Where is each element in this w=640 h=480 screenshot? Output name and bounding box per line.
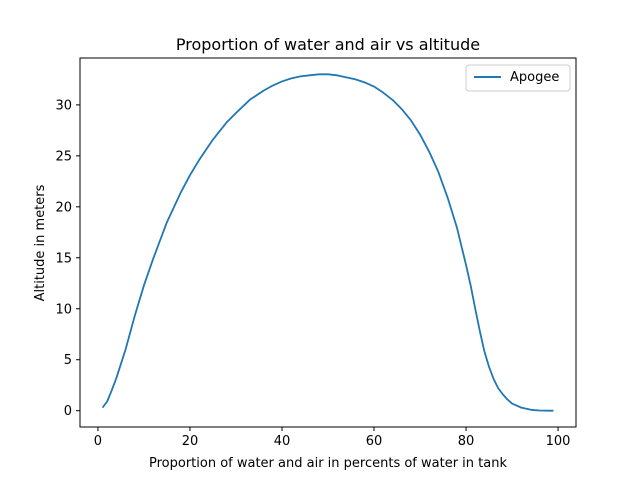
plot-area — [101, 73, 554, 412]
y-tick-label: 25 — [55, 149, 72, 164]
y-axis-label: Altitude in meters — [33, 184, 48, 301]
legend: Apogee — [465, 64, 571, 92]
y-tick-label: 0 — [64, 404, 72, 419]
legend-label: Apogee — [510, 70, 559, 85]
chart-title: Proportion of water and air vs altitude — [176, 35, 480, 54]
legend-box — [465, 64, 571, 92]
x-axis: 0 20 40 60 80 100 — [94, 427, 571, 449]
x-tick-label: 60 — [366, 434, 383, 449]
x-tick-label: 20 — [182, 434, 199, 449]
y-axis: 0 5 10 15 20 25 30 — [55, 98, 80, 419]
y-tick-label: 30 — [55, 98, 72, 113]
x-tick-label: 100 — [546, 434, 571, 449]
x-tick-label: 40 — [274, 434, 291, 449]
y-tick-label: 20 — [55, 200, 72, 215]
x-tick-label: 0 — [94, 434, 102, 449]
y-tick-label: 15 — [55, 251, 72, 266]
y-tick-label: 10 — [55, 302, 72, 317]
axes-frame — [79, 57, 577, 428]
x-axis-label: Proportion of water and air in percents … — [149, 456, 507, 471]
series-line-apogee — [101, 73, 554, 412]
x-tick-label: 80 — [458, 434, 475, 449]
y-tick-label: 5 — [64, 353, 72, 368]
